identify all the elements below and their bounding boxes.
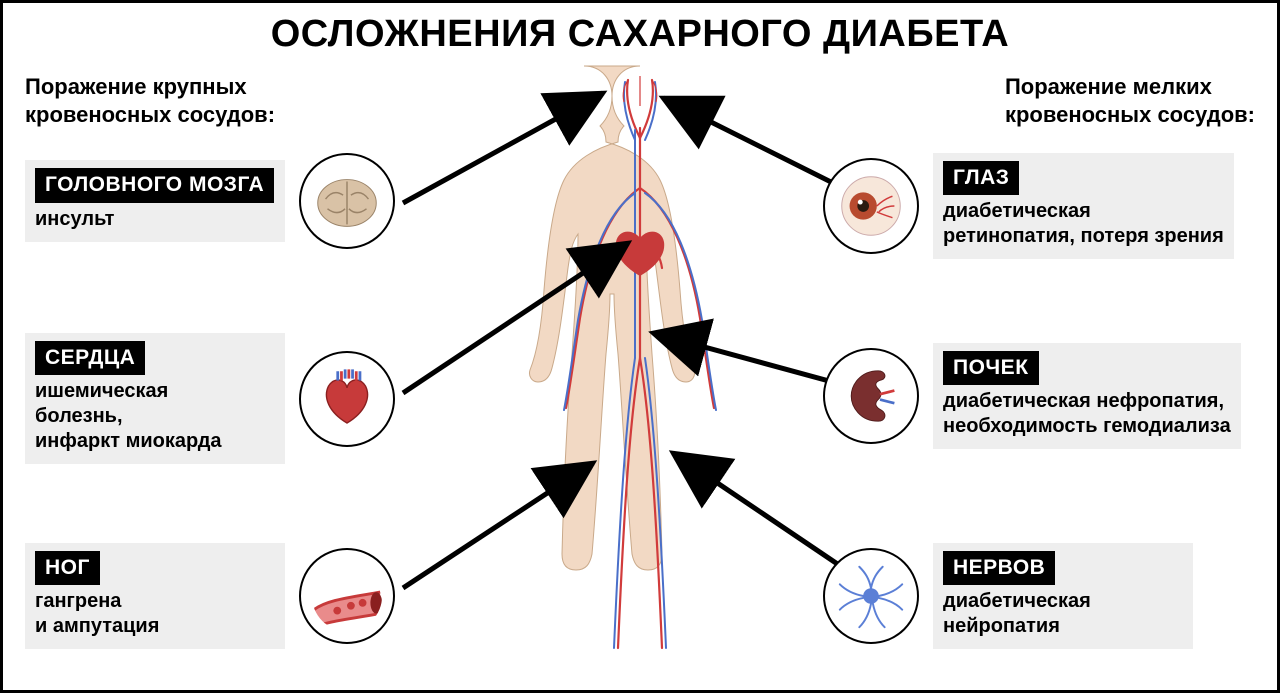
left-item-vessel: НОГ гангренаи ампутация — [25, 543, 395, 649]
vessel-icon — [299, 548, 395, 644]
right-item-eye: ГЛАЗ диабетическаяретинопатия, потеря зре… — [823, 153, 1234, 259]
text-block: СЕРДЦА ишемическаяболезнь,инфаркт миокард… — [25, 333, 285, 464]
complication-desc: инсульт — [35, 207, 275, 232]
human-body-figure — [490, 58, 790, 678]
left-column-heading: Поражение крупныхкровеносных сосудов: — [25, 73, 275, 128]
desc-box: ГЛАЗ диабетическаяретинопатия, потеря зре… — [933, 153, 1234, 259]
infographic-frame: ОСЛОЖНЕНИЯ САХАРНОГО ДИАБЕТА Поражение к… — [0, 0, 1280, 693]
organ-badge: ПОЧЕК — [943, 351, 1039, 385]
main-title: ОСЛОЖНЕНИЯ САХАРНОГО ДИАБЕТА — [3, 3, 1277, 56]
text-block: НОГ гангренаи ампутация — [25, 543, 285, 649]
desc-box: ПОЧЕК диабетическая нефропатия,необходимо… — [933, 343, 1241, 449]
text-block: ПОЧЕК диабетическая нефропатия,необходимо… — [933, 343, 1241, 449]
complication-desc: ишемическаяболезнь,инфаркт миокарда — [35, 379, 275, 454]
desc-box: НОГ гангренаи ампутация — [25, 543, 285, 649]
desc-box: ГОЛОВНОГО МОЗГА инсульт — [25, 160, 285, 241]
right-item-kidney: ПОЧЕК диабетическая нефропатия,необходимо… — [823, 343, 1241, 449]
complication-desc: диабетическаяретинопатия, потеря зрения — [943, 199, 1224, 249]
organ-badge: ГОЛОВНОГО МОЗГА — [35, 168, 274, 202]
left-item-heart: СЕРДЦА ишемическаяболезнь,инфаркт миокард… — [25, 333, 395, 464]
eye-icon — [823, 158, 919, 254]
complication-desc: диабетическая нефропатия,необходимость г… — [943, 389, 1231, 439]
complication-desc: диабетическаянейропатия — [943, 589, 1183, 639]
heart-icon — [299, 351, 395, 447]
organ-badge: ГЛАЗ — [943, 161, 1019, 195]
desc-box: НЕРВОВ диабетическаянейропатия — [933, 543, 1193, 649]
organ-badge: НЕРВОВ — [943, 551, 1055, 585]
left-item-brain: ГОЛОВНОГО МОЗГА инсульт — [25, 153, 395, 249]
desc-box: СЕРДЦА ишемическаяболезнь,инфаркт миокард… — [25, 333, 285, 464]
text-block: НЕРВОВ диабетическаянейропатия — [933, 543, 1193, 649]
organ-badge: СЕРДЦА — [35, 341, 145, 375]
nerve-icon — [823, 548, 919, 644]
right-item-nerve: НЕРВОВ диабетическаянейропатия — [823, 543, 1193, 649]
organ-badge: НОГ — [35, 551, 100, 585]
text-block: ГОЛОВНОГО МОЗГА инсульт — [25, 160, 285, 241]
right-column-heading: Поражение мелкихкровеносных сосудов: — [1005, 73, 1255, 128]
kidney-icon — [823, 348, 919, 444]
text-block: ГЛАЗ диабетическаяретинопатия, потеря зре… — [933, 153, 1234, 259]
complication-desc: гангренаи ампутация — [35, 589, 275, 639]
brain-icon — [299, 153, 395, 249]
